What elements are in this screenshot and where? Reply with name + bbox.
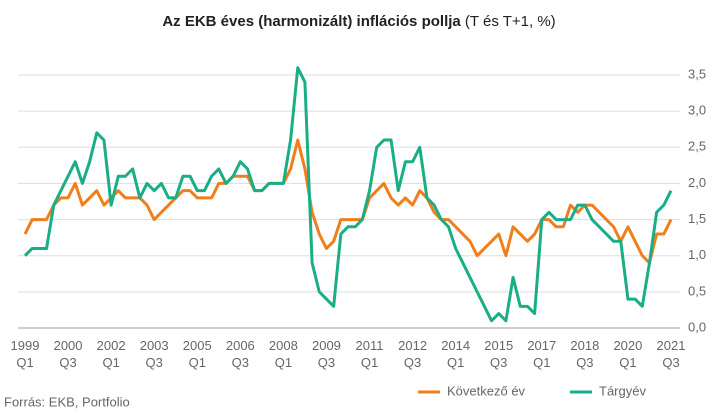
y-tick-label: 0,0 xyxy=(688,319,706,334)
x-tick-label: 2021 Q3 xyxy=(656,338,686,370)
y-tick-label: 3,5 xyxy=(688,66,706,81)
line-series xyxy=(23,66,673,323)
x-tick-label: 2006 Q3 xyxy=(225,338,255,370)
y-tick-label: 2,5 xyxy=(688,139,706,154)
y-tick-label: 1,5 xyxy=(688,211,706,226)
x-tick-label: 2014 Q1 xyxy=(441,338,471,370)
y-tick-label: 1,0 xyxy=(688,247,706,262)
x-tick-label: 2020 Q1 xyxy=(613,338,643,370)
x-tick-label: 2018 Q3 xyxy=(570,338,600,370)
chart-title-row: Az EKB éves (harmonizált) inflációs poll… xyxy=(162,13,555,30)
x-tick-label: 2009 Q3 xyxy=(311,338,341,370)
source: Forrás: EKB, Portfolio xyxy=(4,394,130,409)
x-tick-label: 2012 Q3 xyxy=(398,338,428,370)
x-tick-label: 2008 Q1 xyxy=(268,338,298,370)
x-tick-label: 2015 Q3 xyxy=(484,338,514,370)
x-tick-label: 2002 Q1 xyxy=(96,338,126,370)
y-tick-label: 2,0 xyxy=(688,175,706,190)
x-tick-label: 2005 Q1 xyxy=(182,338,212,370)
x-tick-label: 2003 Q3 xyxy=(139,338,169,370)
x-tick-label: 2000 Q3 xyxy=(53,338,83,370)
chart-title: Az EKB éves (harmonizált) inflációs poll… xyxy=(162,13,461,30)
line-series xyxy=(23,138,673,265)
y-tick-label: 3,0 xyxy=(688,103,706,118)
x-tick-label: 1999 Q1 xyxy=(10,338,40,370)
x-tick-label: 2011 Q1 xyxy=(355,338,384,370)
x-tick-label: 2017 Q1 xyxy=(527,338,557,370)
legend-label: Következő év xyxy=(447,383,526,398)
y-tick-label: 0,5 xyxy=(688,283,706,298)
legend-label: Tárgyév xyxy=(599,383,646,398)
chart-subtitle: (T és T+1, %) xyxy=(465,13,556,30)
